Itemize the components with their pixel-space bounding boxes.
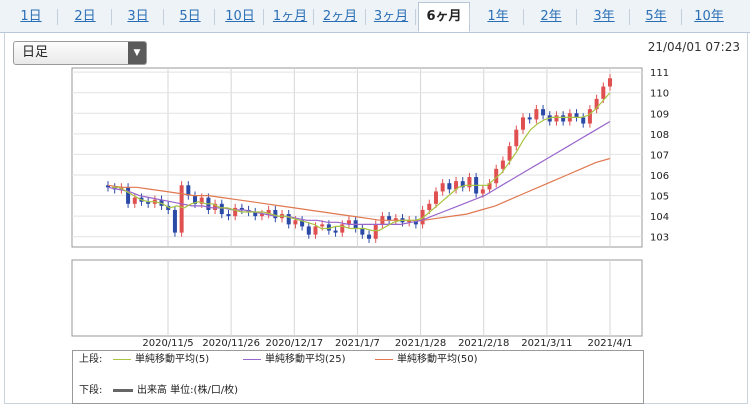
legend-ma50: 単純移動平均(50): [375, 354, 478, 366]
legend-ma5-label: 単純移動平均(5): [135, 354, 210, 365]
chart-legend: 上段: 単純移動平均(5) 単純移動平均(25) 単純移動平均(50) 下段: …: [72, 350, 644, 404]
tab-5[interactable]: 10日: [225, 9, 255, 24]
tab-1[interactable]: 1日: [20, 9, 42, 24]
tab-6[interactable]: 1ヶ月: [272, 9, 308, 24]
tab-4[interactable]: 5日: [179, 9, 201, 24]
tab-2[interactable]: 2日: [74, 9, 96, 24]
tab-separator: [365, 9, 366, 25]
legend-volume-label: 出来高 単位:(株/口/枚): [137, 385, 239, 396]
tab-separator: [681, 9, 682, 25]
period-tabbar: 1日 2日 3日 5日 10日 1ヶ月 2ヶ月 3ヶ月 6ヶ月 1年 2年 3年 5年 10年: [0, 0, 750, 33]
tab-separator: [576, 9, 577, 25]
tab-separator: [469, 9, 470, 25]
legend-ma50-label: 単純移動平均(50): [397, 354, 478, 365]
tab-7[interactable]: 2ヶ月: [322, 9, 358, 24]
chart-panel: [4, 33, 748, 404]
legend-ma5: 単純移動平均(5): [113, 354, 209, 366]
tab-14[interactable]: 10年: [694, 9, 724, 24]
tab-separator: [163, 9, 164, 25]
tab-separator: [214, 9, 215, 25]
tab-separator: [415, 9, 416, 25]
tab-11[interactable]: 2年: [540, 9, 562, 24]
tab-8[interactable]: 3ヶ月: [373, 9, 409, 24]
legend-upper-label: 上段:: [79, 354, 103, 365]
candle-interval-value: 日足: [22, 45, 49, 60]
chevron-down-icon[interactable]: ▼: [128, 42, 146, 64]
tab-10[interactable]: 1年: [487, 9, 509, 24]
ma5-line-swatch: [113, 358, 131, 360]
tab-separator: [523, 9, 524, 25]
legend-ma25: 単純移動平均(25): [243, 354, 346, 366]
candle-interval-select[interactable]: 日足 ▼: [13, 41, 147, 65]
tab-separator: [57, 9, 58, 25]
tab-13[interactable]: 5年: [645, 9, 667, 24]
tab-9[interactable]: 6ヶ月: [418, 2, 470, 32]
tab-separator: [263, 9, 264, 25]
legend-lower-label: 下段:: [79, 385, 103, 396]
legend-ma25-label: 単純移動平均(25): [265, 354, 346, 365]
timestamp: 21/04/01 07:23: [647, 40, 740, 54]
volume-swatch: [113, 388, 133, 392]
tab-separator: [313, 9, 314, 25]
tab-separator: [111, 9, 112, 25]
tab-12[interactable]: 3年: [593, 9, 615, 24]
ma25-line-swatch: [243, 358, 261, 360]
tab-3[interactable]: 3日: [127, 9, 149, 24]
legend-volume: 出来高 単位:(株/口/枚): [113, 385, 238, 397]
tab-separator: [629, 9, 630, 25]
ma50-line-swatch: [375, 358, 393, 360]
